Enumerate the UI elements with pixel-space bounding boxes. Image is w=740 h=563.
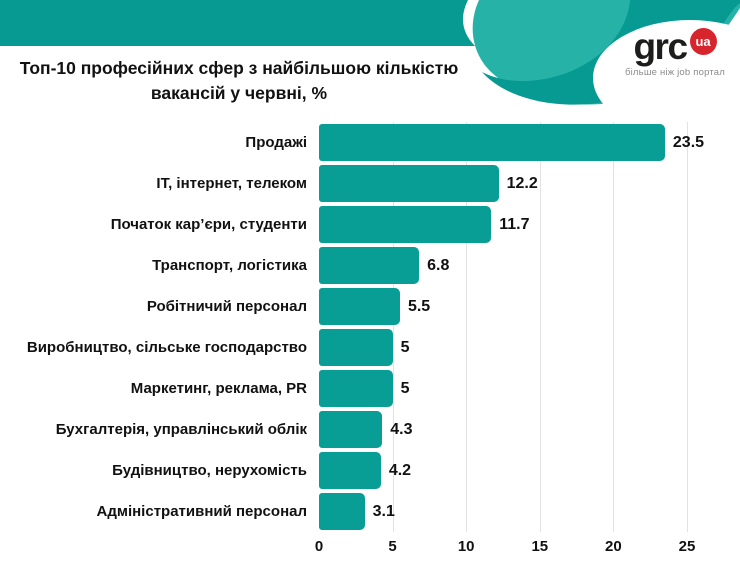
page-title-line1: Топ-10 професійних сфер з найбільшою кіл… <box>19 58 459 78</box>
bar-value-label: 23.5 <box>672 133 705 151</box>
page-title-line2: вакансій у червні, % <box>150 83 328 104</box>
bar-track: 6.8 <box>319 247 740 284</box>
category-label: Продажі <box>245 134 307 151</box>
chart-row: Виробництво, сільське господарство 5 <box>0 327 740 368</box>
category-label: IT, інтернет, телеком <box>156 175 307 192</box>
bar-track: 3.1 <box>319 493 740 530</box>
x-tick-label: 15 <box>531 538 549 555</box>
header-wave-decoration <box>0 0 740 118</box>
grc-ua-logo: grc ua більше ніж job портал <box>612 28 738 78</box>
bar <box>319 370 393 407</box>
chart-rows: Продажі 23.5 IT, інтернет, телеком 12.2 Поча… <box>0 122 740 532</box>
bar-value-label: 12.2 <box>506 174 538 192</box>
bar <box>319 288 400 325</box>
bar <box>319 124 665 161</box>
bar-track: 12.2 <box>319 165 740 202</box>
bar-value-label: 6.8 <box>427 256 450 274</box>
chart-row: Початок кар’єри, студенти 11.7 <box>0 204 740 245</box>
bar <box>319 493 365 530</box>
category-label: Адміністративний персонал <box>96 503 308 520</box>
bar-value-label: 5 <box>400 379 410 397</box>
bar-value-label: 3.1 <box>372 502 395 520</box>
chart-row: Будівництво, нерухомість 4.2 <box>0 450 740 491</box>
bar <box>319 206 492 243</box>
bar-value-label: 5 <box>400 338 410 356</box>
bar-value-label: 4.3 <box>390 420 413 438</box>
bar-track: 11.7 <box>319 206 740 243</box>
bar-value-label: 5.5 <box>407 297 431 315</box>
bar-track: 23.5 <box>319 124 740 161</box>
logo-ua-badge: ua <box>689 28 717 55</box>
category-label: Початок кар’єри, студенти <box>110 216 307 233</box>
category-label: Виробництво, сільське господарство <box>26 339 307 356</box>
header: grc ua більше ніж job портал Топ-10 проф… <box>0 0 740 118</box>
x-tick-label: 0 <box>314 538 324 555</box>
x-tick-label: 5 <box>388 538 397 555</box>
bar <box>319 452 381 489</box>
page-title: Топ-10 професійних сфер з найбільшою кіл… <box>0 56 478 107</box>
bar <box>319 165 499 202</box>
bar-track: 5 <box>319 370 740 407</box>
chart-row: Продажі 23.5 <box>0 122 740 163</box>
category-label: Маркетинг, реклама, PR <box>130 380 307 397</box>
category-label: Робітничий персонал <box>146 298 307 315</box>
chart-row: Транспорт, логістика 6.8 <box>0 245 740 286</box>
x-tick-label: 20 <box>605 538 622 555</box>
chart-row: IT, інтернет, телеком 12.2 <box>0 163 740 204</box>
bar-value-label: 4.2 <box>388 461 412 479</box>
bar <box>319 247 420 284</box>
logo-tagline: більше ніж job портал <box>624 67 726 78</box>
x-tick-label: 25 <box>678 538 696 555</box>
bar <box>319 329 393 366</box>
bar <box>319 411 383 448</box>
bar-value-label: 11.7 <box>499 215 530 233</box>
x-axis: 0 5 10 15 20 25 <box>315 538 740 558</box>
bar-track: 5.5 <box>319 288 740 325</box>
wave-band <box>0 0 475 46</box>
logo-text: grc <box>633 26 688 67</box>
chart-row: Робітничий персонал 5.5 <box>0 286 740 327</box>
category-label: Бухгалтерія, управлінський облік <box>55 421 307 438</box>
bar-track: 4.2 <box>319 452 740 489</box>
bar-track: 5 <box>319 329 740 366</box>
bar-chart: Продажі 23.5 IT, інтернет, телеком 12.2 Поча… <box>0 122 740 562</box>
chart-row: Адміністративний персонал 3.1 <box>0 491 740 532</box>
category-label: Будівництво, нерухомість <box>112 462 307 479</box>
bar-track: 4.3 <box>319 411 740 448</box>
chart-row: Бухгалтерія, управлінський облік 4.3 <box>0 409 740 450</box>
category-label: Транспорт, логістика <box>152 257 307 274</box>
x-tick-label: 10 <box>457 538 475 555</box>
chart-row: Маркетинг, реклама, PR 5 <box>0 368 740 409</box>
